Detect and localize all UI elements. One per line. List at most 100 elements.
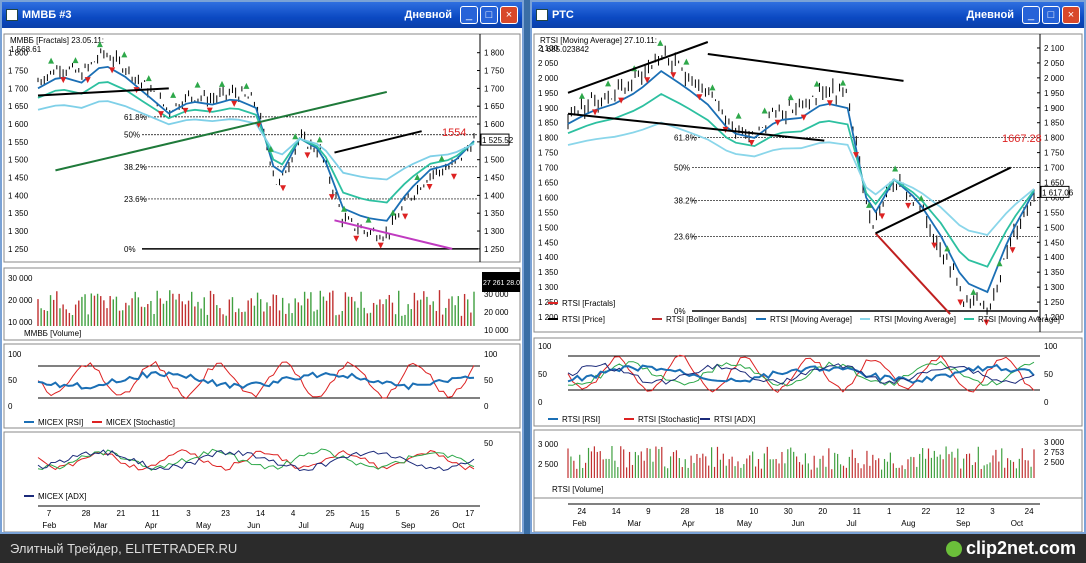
fractal-up-marker: [243, 82, 250, 89]
price-tick-right: 1 550: [1044, 208, 1065, 217]
price-tick-right: 1 750: [1044, 149, 1065, 158]
price-tick-left: 1 750: [8, 67, 29, 76]
current-value: 1 617.06: [1042, 188, 1074, 197]
osc-tick-left: 50: [538, 370, 547, 379]
volume-tick-right: 2 500: [1044, 458, 1065, 467]
fractal-up-marker: [787, 94, 794, 101]
adx-line: [37, 448, 475, 471]
price-tick-left: 1 400: [538, 253, 559, 262]
price-tick-left: 1 650: [8, 102, 29, 111]
fractal-down-marker: [353, 235, 360, 242]
trend-line: [874, 232, 951, 315]
date-day-label: 11: [853, 507, 862, 516]
micex-titlebar[interactable]: ММВБ #3 Дневной _ □ ×: [2, 2, 522, 28]
oscillator-line: [567, 360, 1035, 387]
date-month-label: May: [737, 519, 752, 528]
fractal-up-marker: [414, 173, 421, 180]
price-tick-right: 1 350: [484, 209, 505, 218]
fractal-down-marker: [182, 107, 189, 114]
maximize-button[interactable]: □: [480, 6, 498, 24]
level-callout: 1667.28: [1002, 133, 1042, 145]
price-tick-left: 1 700: [538, 164, 559, 173]
osc-tick-left: 50: [8, 376, 17, 385]
fractal-down-marker: [377, 242, 384, 249]
trend-line: [567, 112, 825, 142]
date-month-label: Mar: [627, 519, 641, 528]
osc-tick-right: 50: [1044, 370, 1053, 379]
fib-level-label: 0%: [124, 245, 136, 254]
price-header-value: 1 568.61: [10, 45, 42, 54]
fractal-down-marker: [983, 319, 990, 326]
price-tick-right: 1 300: [484, 227, 505, 236]
fractal-down-marker: [905, 202, 912, 209]
fractal-down-marker: [748, 139, 755, 146]
osc-legend: RTSI [Stochastic]: [638, 415, 700, 424]
close-button[interactable]: ×: [500, 6, 518, 24]
date-month-label: Sep: [956, 519, 971, 528]
price-tick-right: 1 750: [484, 67, 505, 76]
date-day-label: 30: [784, 507, 793, 516]
price-tick-right: 1 400: [1044, 253, 1065, 262]
price-tick-right: 1 500: [484, 156, 505, 165]
price-tick-right: 1 950: [1044, 89, 1065, 98]
fractal-down-marker: [328, 194, 335, 201]
osc-tick-left: 0: [8, 402, 13, 411]
micex-chart-area[interactable]: ММВБ [Fractals] 23.05.11:1 568.611 800 1 …: [2, 28, 522, 532]
fractal-down-marker: [957, 299, 964, 306]
trend-line: [707, 52, 904, 82]
oscillator-line: [567, 354, 1035, 394]
volume-tick-right: 30 000: [484, 290, 509, 299]
date-month-label: Apr: [682, 519, 695, 528]
fractal-down-marker: [231, 100, 238, 107]
fractal-up-marker: [341, 205, 348, 212]
date-month-label: Oct: [1011, 519, 1024, 528]
fractal-down-marker: [280, 185, 287, 192]
price-tick-right: 1 250: [1044, 298, 1065, 307]
volume-tick-right: 3 000: [1044, 438, 1065, 447]
volume-tick-right: 20 000: [484, 308, 509, 317]
oscillator-line: [567, 363, 1035, 384]
price-tick-left: 2 100: [538, 44, 559, 53]
fractal-up-marker: [438, 155, 445, 162]
current-value: 1 525.52: [482, 136, 514, 145]
fractal-up-marker: [657, 39, 664, 46]
volume-tick-left: 10 000: [8, 318, 33, 327]
price-tick-right: 1 900: [1044, 104, 1065, 113]
date-day-label: 7: [47, 509, 52, 518]
fractal-up-marker: [578, 92, 585, 99]
fractal-up-marker: [605, 80, 612, 87]
chart-window-icon: [536, 9, 548, 21]
price-tick-left: 1 900: [538, 104, 559, 113]
close-button[interactable]: ×: [1062, 6, 1080, 24]
maximize-button[interactable]: □: [1042, 6, 1060, 24]
date-month-label: Aug: [901, 519, 915, 528]
oscillator-line: [37, 360, 475, 400]
osc-tick-right: 50: [484, 376, 493, 385]
price-header: RTSI [Moving Average] 27.10.11:: [540, 36, 657, 45]
rts-titlebar[interactable]: РТС Дневной _ □ ×: [532, 2, 1084, 28]
price-tick-right: 1 700: [1044, 164, 1065, 173]
adx-line: [37, 449, 475, 472]
fractal-up-marker: [970, 288, 977, 295]
fractal-down-marker: [931, 242, 938, 249]
clip2net-logo[interactable]: clip2net.com: [945, 538, 1076, 559]
price-tick-left: 1 650: [538, 179, 559, 188]
fib-level-label: 50%: [124, 131, 140, 140]
volume-tick-left: 20 000: [8, 296, 33, 305]
rts-window-title: РТС: [552, 9, 574, 21]
date-day-label: 9: [646, 507, 651, 516]
clip2net-label: clip2net.com: [965, 538, 1076, 558]
price-tick-left: 1 800: [8, 49, 29, 58]
volume-tick-left: 30 000: [8, 274, 33, 283]
rts-chart-area[interactable]: RTSI [Moving Average] 27.10.11:1 685.023…: [532, 28, 1084, 532]
rts-timeframe[interactable]: Дневной: [966, 9, 1015, 21]
osc-legend: MICEX [Stochastic]: [106, 418, 175, 427]
fractal-up-marker: [194, 81, 201, 88]
date-day-label: 12: [956, 507, 965, 516]
micex-timeframe[interactable]: Дневной: [404, 9, 453, 21]
osc-tick-right: 100: [1044, 342, 1058, 351]
minimize-button[interactable]: _: [1022, 6, 1040, 24]
fractal-up-marker: [121, 51, 128, 58]
moving-average-line: [567, 69, 1035, 294]
minimize-button[interactable]: _: [460, 6, 478, 24]
